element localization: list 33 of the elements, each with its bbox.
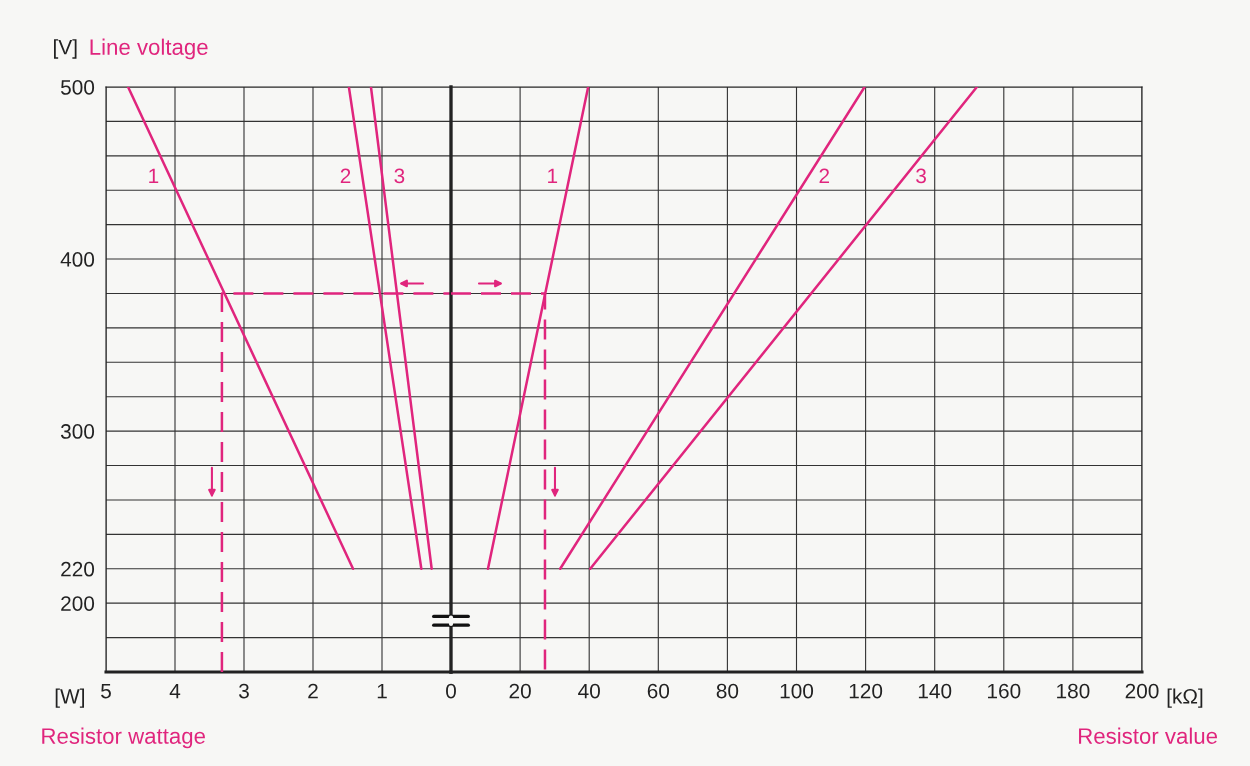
x-tick-label: 80 — [716, 683, 739, 699]
series-label: 2 — [819, 168, 830, 184]
x-tick-label: 1 — [377, 683, 387, 699]
text: [V] — [54, 39, 77, 59]
y-tick-label: 220 — [61, 561, 95, 577]
series-label: 1 — [548, 168, 558, 184]
x-axis-title: Resistor value — [1079, 727, 1218, 744]
series-label: 2 — [340, 168, 351, 184]
x-tick-label: 5 — [101, 683, 111, 699]
x-tick-label: 160 — [988, 683, 1021, 699]
x-axis-title: Resistor wattage — [42, 727, 205, 749]
series-label: 1 — [149, 168, 159, 184]
text: [W] — [55, 688, 85, 708]
x-tick-label: 0 — [446, 683, 456, 699]
y-tick-label: 400 — [60, 252, 95, 267]
x-tick-label: 200 — [1125, 683, 1159, 699]
x-tick-label: 20 — [509, 683, 531, 699]
y-tick-label: 200 — [61, 596, 95, 611]
y-axis-title: Line voltage — [90, 38, 208, 60]
x-tick-label: 180 — [1057, 683, 1090, 699]
y-tick-label: 500 — [60, 80, 95, 95]
x-tick-label: 3 — [239, 683, 249, 699]
x-tick-label: 4 — [169, 683, 181, 699]
text: [kΩ] — [1167, 688, 1203, 708]
x-tick-label: 120 — [849, 683, 883, 699]
y-tick-label: 300 — [60, 424, 95, 439]
x-tick-label: 60 — [647, 683, 670, 699]
x-tick-label: 140 — [918, 683, 952, 699]
series-label: 3 — [916, 168, 926, 184]
series-label: 3 — [394, 168, 405, 184]
x-tick-label: 2 — [308, 683, 318, 699]
x-tick-label: 40 — [578, 683, 600, 699]
x-tick-label: 100 — [780, 683, 814, 699]
